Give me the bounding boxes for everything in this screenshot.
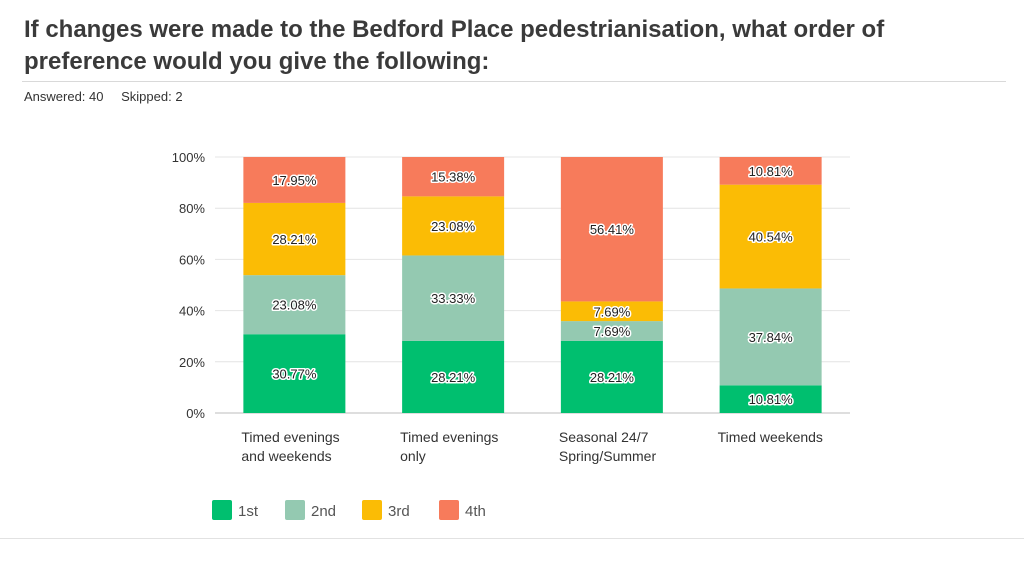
bar-3rd-1 [402, 196, 505, 256]
legend-swatch-2nd [285, 500, 305, 520]
title-divider [22, 81, 1006, 82]
data-label: 30.77% [272, 367, 317, 382]
y-tick-label: 40% [179, 304, 205, 319]
y-tick-label: 100% [172, 150, 206, 165]
data-label: 7.69% [593, 324, 630, 339]
data-label: 10.81% [749, 164, 794, 179]
category-label: Timed weekends [718, 429, 823, 445]
data-label: 23.08% [272, 298, 317, 313]
category-label: only [400, 448, 426, 464]
data-label: 17.95% [272, 173, 317, 188]
bar-4th-2 [560, 157, 663, 302]
data-label: 28.21% [590, 370, 635, 385]
legend-label-4th: 4th [465, 503, 486, 520]
data-label: 40.54% [749, 230, 794, 245]
data-label: 56.41% [590, 222, 635, 237]
bar-2nd-1 [402, 255, 505, 341]
page-title: If changes were made to the Bedford Plac… [24, 16, 885, 75]
response-stats: Answered: 40 Skipped: 2 [24, 89, 197, 104]
data-label: 37.84% [749, 330, 794, 345]
data-label: 28.21% [272, 232, 317, 247]
bar-2nd-2 [560, 321, 663, 341]
bar-1st-1 [402, 340, 505, 413]
data-label: 28.21% [431, 370, 476, 385]
bar-3rd-2 [560, 301, 663, 322]
category-label: and weekends [241, 448, 331, 464]
bar-1st-2 [560, 340, 663, 413]
legend-swatch-1st [212, 500, 232, 520]
bar-4th-1 [402, 157, 505, 197]
y-tick-label: 0% [186, 406, 205, 421]
footer-divider [0, 538, 1024, 539]
data-label: 7.69% [593, 304, 630, 319]
data-label: 23.08% [431, 219, 476, 234]
bar-4th-0 [243, 156, 346, 203]
bar-2nd-0 [243, 275, 346, 335]
bar-3rd-3 [719, 184, 822, 289]
legend-label-1st: 1st [238, 503, 259, 520]
data-label: 10.81% [749, 392, 794, 407]
bar-4th-3 [719, 157, 822, 185]
bar-1st-0 [243, 334, 346, 413]
category-label: Seasonal 24/7 [559, 429, 649, 445]
answered-count: Answered: 40 [24, 89, 104, 104]
y-tick-label: 80% [179, 201, 205, 216]
category-label: Timed evenings [400, 429, 498, 445]
bar-3rd-0 [243, 202, 346, 276]
data-label: 15.38% [431, 170, 476, 185]
legend-swatch-3rd [362, 500, 382, 520]
legend-label-3rd: 3rd [388, 503, 410, 520]
bar-2nd-3 [719, 288, 822, 386]
data-label: 33.33% [431, 291, 476, 306]
category-label: Timed evenings [241, 429, 339, 445]
bar-1st-3 [719, 385, 822, 413]
skipped-count: Skipped: 2 [121, 89, 183, 104]
category-label: Spring/Summer [559, 448, 657, 464]
y-tick-label: 60% [179, 252, 205, 267]
legend-label-2nd: 2nd [311, 503, 336, 520]
y-tick-label: 20% [179, 355, 205, 370]
legend-swatch-4th [439, 500, 459, 520]
